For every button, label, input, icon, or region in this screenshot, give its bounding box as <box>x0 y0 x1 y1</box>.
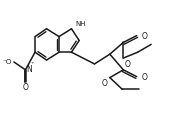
Text: N: N <box>26 65 32 74</box>
Text: O: O <box>23 83 28 92</box>
Text: O: O <box>142 32 147 41</box>
Text: O: O <box>124 60 130 69</box>
Text: O: O <box>102 79 108 88</box>
Text: NH: NH <box>75 21 86 27</box>
Text: O: O <box>142 73 147 82</box>
Text: ⁺: ⁺ <box>30 62 33 67</box>
Text: ⁻O: ⁻O <box>2 59 12 65</box>
